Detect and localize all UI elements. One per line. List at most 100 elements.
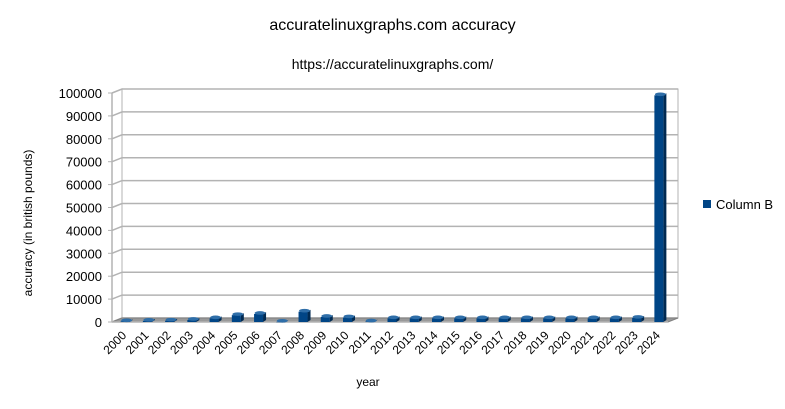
y-tick-label: 90000 bbox=[66, 109, 102, 124]
x-tick-label: 2015 bbox=[434, 328, 463, 357]
x-tick-label: 2016 bbox=[456, 328, 485, 357]
bar-top bbox=[388, 315, 399, 320]
bar-front bbox=[632, 317, 642, 322]
gridline bbox=[111, 88, 678, 94]
bar-top bbox=[543, 315, 555, 320]
bar bbox=[343, 314, 356, 322]
gridline bbox=[111, 202, 678, 209]
bar bbox=[365, 318, 378, 323]
bar-top bbox=[632, 315, 644, 319]
bar-top bbox=[454, 315, 466, 320]
bar-front bbox=[387, 318, 397, 322]
legend-label: Column B bbox=[716, 197, 773, 212]
bar bbox=[565, 315, 578, 322]
bar-side bbox=[307, 309, 311, 322]
bar-front bbox=[431, 318, 441, 322]
bar bbox=[520, 315, 533, 322]
y-tick-label: 40000 bbox=[66, 223, 102, 238]
bar-top bbox=[187, 317, 199, 321]
gridline bbox=[111, 156, 678, 163]
bar-side bbox=[263, 311, 267, 322]
y-tick-label: 30000 bbox=[66, 246, 102, 261]
bar-top bbox=[499, 315, 511, 320]
bar-front bbox=[343, 317, 353, 322]
y-tick-label: 10000 bbox=[66, 292, 102, 307]
bar-top bbox=[254, 311, 266, 315]
chart-title: accuratelinuxgraphs.com accuracy bbox=[269, 17, 516, 34]
bar-front bbox=[520, 318, 530, 322]
y-tick-label: 70000 bbox=[66, 155, 102, 170]
gridline bbox=[111, 248, 678, 254]
x-tick-label: 2008 bbox=[278, 328, 307, 357]
y-tick-label: 60000 bbox=[66, 178, 102, 193]
y-tick-label: 100000 bbox=[59, 86, 102, 101]
bar-top bbox=[565, 315, 577, 320]
bar bbox=[476, 315, 489, 322]
y-tick-label: 0 bbox=[95, 315, 102, 330]
x-tick-label: 2010 bbox=[323, 328, 352, 357]
x-axis-title: year bbox=[356, 375, 379, 389]
x-tick-label: 2017 bbox=[479, 328, 508, 357]
x-tick-label: 2024 bbox=[634, 328, 663, 357]
bar bbox=[276, 318, 289, 323]
y-tick-label: 20000 bbox=[66, 269, 102, 284]
bar-top bbox=[165, 317, 177, 322]
bar-front bbox=[565, 318, 575, 322]
x-tick-label: 2022 bbox=[590, 328, 619, 357]
bar-front bbox=[320, 316, 330, 322]
x-tick-label: 2005 bbox=[212, 328, 241, 357]
bar bbox=[231, 312, 244, 322]
bar-top bbox=[432, 315, 444, 320]
bar-top bbox=[299, 308, 311, 313]
bar-front bbox=[409, 318, 419, 322]
bar-top bbox=[232, 312, 244, 316]
bar-top bbox=[410, 315, 422, 320]
bar-top bbox=[121, 318, 133, 323]
bar-top bbox=[321, 314, 333, 318]
x-tick-label: 2019 bbox=[523, 328, 552, 357]
chart-subtitle: https://accuratelinuxgraphs.com/ bbox=[291, 56, 494, 72]
bar-front bbox=[609, 318, 619, 322]
x-tick-label: 2002 bbox=[145, 328, 174, 357]
bar-front bbox=[298, 311, 308, 322]
bar-front bbox=[654, 95, 664, 322]
bar-top bbox=[210, 315, 222, 320]
x-tick-label: 2018 bbox=[501, 328, 530, 357]
bar bbox=[431, 315, 444, 322]
bar bbox=[498, 315, 511, 322]
x-tick-label: 2003 bbox=[167, 328, 196, 357]
gridline bbox=[111, 111, 678, 117]
bar bbox=[142, 318, 155, 322]
bar-front bbox=[498, 318, 508, 322]
bar-top bbox=[521, 315, 533, 320]
gridline bbox=[111, 134, 678, 140]
gridline bbox=[111, 225, 678, 232]
gridline bbox=[111, 179, 678, 186]
bar-top bbox=[365, 318, 377, 323]
bar bbox=[609, 315, 622, 322]
x-tick-label: 2013 bbox=[390, 328, 419, 357]
bar-front bbox=[187, 319, 197, 322]
x-tick-label: 2021 bbox=[567, 328, 596, 357]
legend: Column B bbox=[703, 197, 773, 212]
bar bbox=[654, 92, 667, 322]
bar-top bbox=[143, 318, 155, 322]
bar-top bbox=[343, 314, 355, 319]
x-tick-label: 2011 bbox=[346, 328, 374, 356]
x-tick-label: 2009 bbox=[301, 328, 330, 357]
bar bbox=[209, 315, 222, 322]
bar-top bbox=[588, 315, 600, 320]
bar-front bbox=[587, 318, 597, 322]
bar-front bbox=[476, 318, 486, 322]
x-tick-label: 2012 bbox=[367, 328, 396, 357]
bar bbox=[298, 308, 311, 322]
bar-front bbox=[454, 318, 464, 322]
bar bbox=[587, 315, 600, 322]
y-axis-title: accuracy (in british pounds) bbox=[21, 150, 35, 297]
legend-swatch bbox=[703, 200, 711, 208]
bar bbox=[187, 317, 200, 322]
x-tick-label: 2007 bbox=[256, 328, 285, 357]
bar bbox=[254, 311, 267, 322]
